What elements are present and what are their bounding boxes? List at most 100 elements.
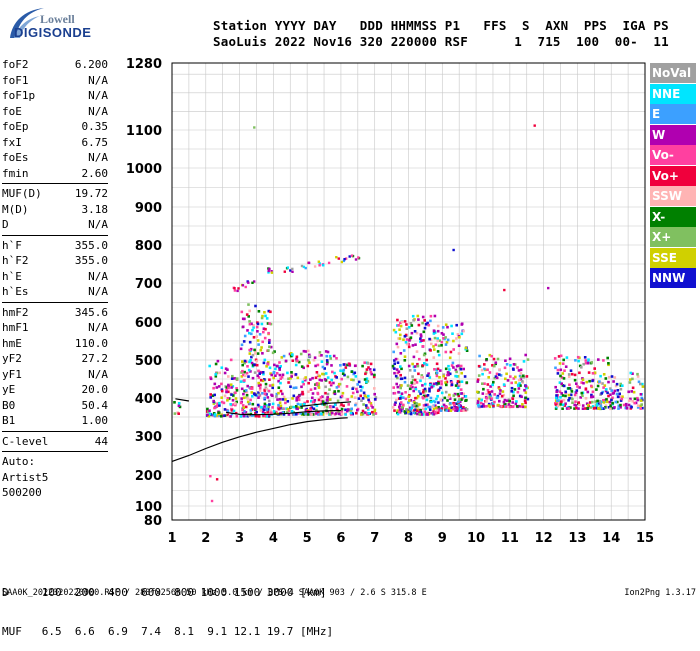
echo-point [257,415,261,418]
echo-point [492,404,495,408]
echo-point [562,358,565,362]
echo-point [208,412,212,416]
echo-point [295,399,298,402]
echo-traces [173,124,645,503]
echo-point [313,265,317,268]
echo-point [315,382,319,385]
echo-point [229,415,232,418]
echo-point [458,383,461,386]
echo-point [452,366,455,369]
echo-point [319,396,323,399]
echo-point [436,394,439,398]
echo-point [271,386,274,390]
echo-point [428,337,431,341]
echo-point [481,372,484,376]
param-value: 3.18 [81,202,109,216]
echo-point [584,387,588,390]
echo-point [328,381,332,384]
echo-point [212,386,215,390]
echo-point [311,413,315,416]
echo-point [220,388,224,391]
echo-point [328,354,332,358]
echo-point [487,404,491,407]
echo-point [398,405,401,409]
echo-point [496,357,500,361]
echo-point [357,380,361,384]
param-name: foF2 [2,58,29,71]
echo-point [271,383,275,387]
param-value: 355.0 [74,238,108,252]
echo-point [274,367,277,371]
echo-point [454,384,458,387]
echo-point [457,407,461,410]
echo-point [284,401,287,405]
echo-point [563,404,566,407]
echo-point [412,409,416,412]
echo-point [248,348,251,352]
echo-point [435,374,439,378]
echo-point [373,398,377,401]
echo-point [487,402,491,406]
echo-point [290,373,294,376]
echo-point [585,402,589,405]
echo-point [574,391,578,394]
echo-point [242,340,246,343]
echo-point [559,374,562,378]
echo-point [218,404,221,407]
echo-point [337,389,340,393]
echo-point [430,400,433,404]
echo-point [209,475,212,478]
echo-point [396,345,400,349]
param-row-md: M(D) 3.18 [2,202,108,218]
echo-point [267,361,270,364]
echo-point [267,405,270,409]
echo-point [245,313,249,316]
echo-point [322,372,326,376]
echo-point [419,379,422,383]
echo-point [226,409,230,413]
param-name: fmin [2,166,29,180]
echo-point [342,259,346,263]
echo-point [299,412,302,415]
echo-point [640,403,643,406]
echo-point [257,391,260,394]
echo-point [407,326,411,329]
echo-point [225,388,228,392]
echo-point [422,339,425,342]
echo-point [206,407,209,411]
echo-point [308,361,311,364]
echo-point [457,364,460,367]
echo-point [428,408,432,411]
echo-point [220,389,224,393]
echo-point [605,400,609,404]
echo-point [602,386,605,389]
echo-point [233,402,237,405]
echo-point [279,411,283,415]
echo-point [438,376,441,379]
echo-point [521,380,524,383]
echo-point [423,326,427,330]
echo-point [318,351,322,354]
echo-point [325,362,329,366]
echo-point [287,409,291,412]
echo-point [256,322,260,326]
echo-point [246,397,249,400]
echo-point [371,410,374,414]
echo-point [314,364,317,368]
echo-point [266,396,270,399]
echo-point [329,357,332,360]
y-tick-label: 700 [135,277,162,292]
y-tick-label: 900 [135,201,162,216]
echo-point [573,407,576,410]
echo-point [568,397,571,400]
header-labels: Station YYYY DAY DDD HHMMSS P1 FFS S AXN… [213,18,669,33]
echo-point [328,412,332,416]
echo-point [224,367,228,370]
echo-point [400,384,403,387]
echo-point [425,398,429,402]
echo-point [526,358,530,361]
echo-point [511,397,515,401]
param-value: 20.0 [81,383,109,396]
echo-point [485,358,488,361]
echo-point [268,322,271,325]
